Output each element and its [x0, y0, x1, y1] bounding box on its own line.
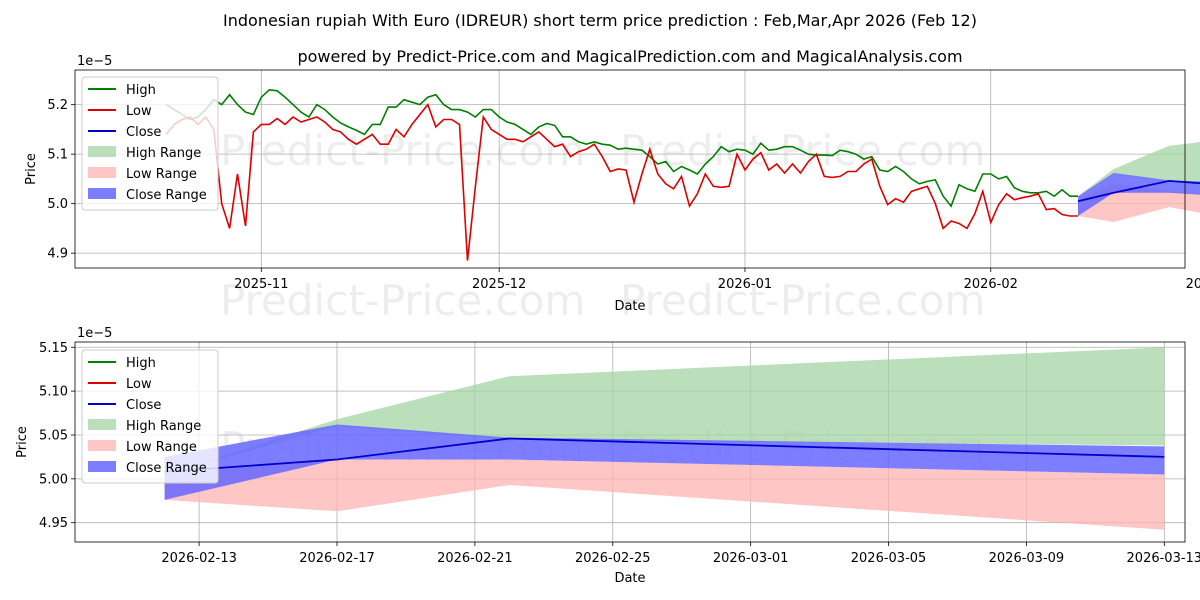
legend: High Low Close High Range Low Range Close Ran… — [81, 76, 219, 211]
y-axis-label: Price — [15, 426, 30, 458]
legend-label-close: Close — [126, 125, 161, 140]
close-range-band — [1078, 173, 1200, 216]
offset-text: 1e−5 — [77, 54, 112, 69]
legend-swatch-high-range — [88, 146, 116, 157]
legend-label-close-range: Close Range — [126, 188, 207, 203]
grid — [75, 70, 1185, 268]
legend: High Low Close High Range Low Range Close Ran… — [81, 349, 219, 484]
y-tick-label: 5.05 — [39, 428, 68, 443]
chart-title: Indonesian rupiah With Euro (IDREUR) sho… — [223, 11, 977, 30]
y-tick-label: 5.2 — [47, 98, 68, 113]
x-tick-label: 2025-11 — [234, 277, 288, 292]
legend-label-high-range: High Range — [126, 419, 201, 434]
x-tick-label: 2026-03-13 — [1127, 551, 1200, 566]
low-range-band — [164, 459, 1165, 530]
legend-label-close: Close — [126, 398, 161, 413]
x-tick-label: 2026-01 — [718, 277, 772, 292]
y-tick-label: 4.95 — [39, 516, 68, 531]
y-tick-label: 5.1 — [47, 148, 68, 163]
legend-swatch-low-range — [88, 167, 116, 178]
close-line — [1077, 179, 1200, 203]
history-panel: Predict-Price.com Predict-Price.com Pred… — [24, 54, 1200, 325]
range-fills — [164, 347, 1165, 530]
watermark: Predict-Price.com — [220, 126, 585, 175]
y-tick-label: 5.15 — [39, 341, 68, 356]
legend-label-low-range: Low Range — [126, 167, 197, 182]
axis-ticks: 2025-11 2025-12 2026-01 2026-02 2026-03 4.9 5.… — [47, 98, 1200, 292]
series-lines — [165, 88, 1200, 261]
legend-label-low: Low — [126, 104, 152, 119]
legend-label-close-range: Close Range — [126, 461, 207, 476]
chart-subtitle: powered by Predict-Price.com and Magical… — [297, 47, 962, 66]
high-range-band — [1078, 142, 1200, 197]
legend-label-low-range: Low Range — [126, 440, 197, 455]
x-tick-label: 2026-02-17 — [299, 551, 375, 566]
watermark: Predict-Price.com — [220, 276, 585, 325]
legend-label-high: High — [126, 83, 156, 98]
plot-frame — [74, 341, 1186, 543]
high-range-band — [164, 347, 1165, 475]
x-axis-label: Date — [614, 571, 645, 586]
legend-swatch-close-range — [88, 461, 116, 472]
x-tick-label: 2026-03 — [1186, 277, 1200, 292]
x-tick-label: 2026-02 — [964, 277, 1018, 292]
x-tick-label: 2026-03-05 — [851, 551, 927, 566]
close-line — [164, 437, 1165, 473]
x-tick-label: 2026-03-09 — [989, 551, 1065, 566]
y-tick-label: 5.0 — [47, 197, 68, 212]
legend-label-high: High — [126, 356, 156, 371]
low-line — [165, 102, 1078, 261]
y-tick-label: 4.9 — [47, 247, 68, 262]
y-tick-label: 5.10 — [39, 385, 68, 400]
offset-text: 1e−5 — [77, 326, 112, 341]
legend-swatch-close-range — [88, 188, 116, 199]
legend-swatch-low-range — [88, 440, 116, 451]
axis-ticks: 2026-02-13 2026-02-17 2026-02-21 2026-02-25… — [39, 341, 1200, 566]
legend-label-high-range: High Range — [126, 146, 201, 161]
x-tick-label: 2026-02-13 — [161, 551, 237, 566]
forecast-panel: Predict-Price.com Predict-Price.com 2026… — [15, 326, 1200, 586]
close-range-band — [164, 424, 1165, 500]
x-axis-label: Date — [614, 299, 645, 314]
legend-label-low: Low — [126, 377, 152, 392]
x-tick-label: 2025-12 — [472, 277, 526, 292]
plot-frame — [74, 69, 1186, 269]
watermark: Predict-Price.com — [620, 276, 985, 325]
x-tick-label: 2026-02-21 — [437, 551, 513, 566]
y-tick-label: 5.00 — [39, 472, 68, 487]
series-lines — [164, 437, 1165, 473]
x-tick-label: 2026-02-25 — [575, 551, 651, 566]
high-line — [165, 88, 1078, 208]
legend-swatch-high-range — [88, 419, 116, 430]
y-axis-label: Price — [24, 153, 39, 185]
x-tick-label: 2026-03-01 — [713, 551, 789, 566]
